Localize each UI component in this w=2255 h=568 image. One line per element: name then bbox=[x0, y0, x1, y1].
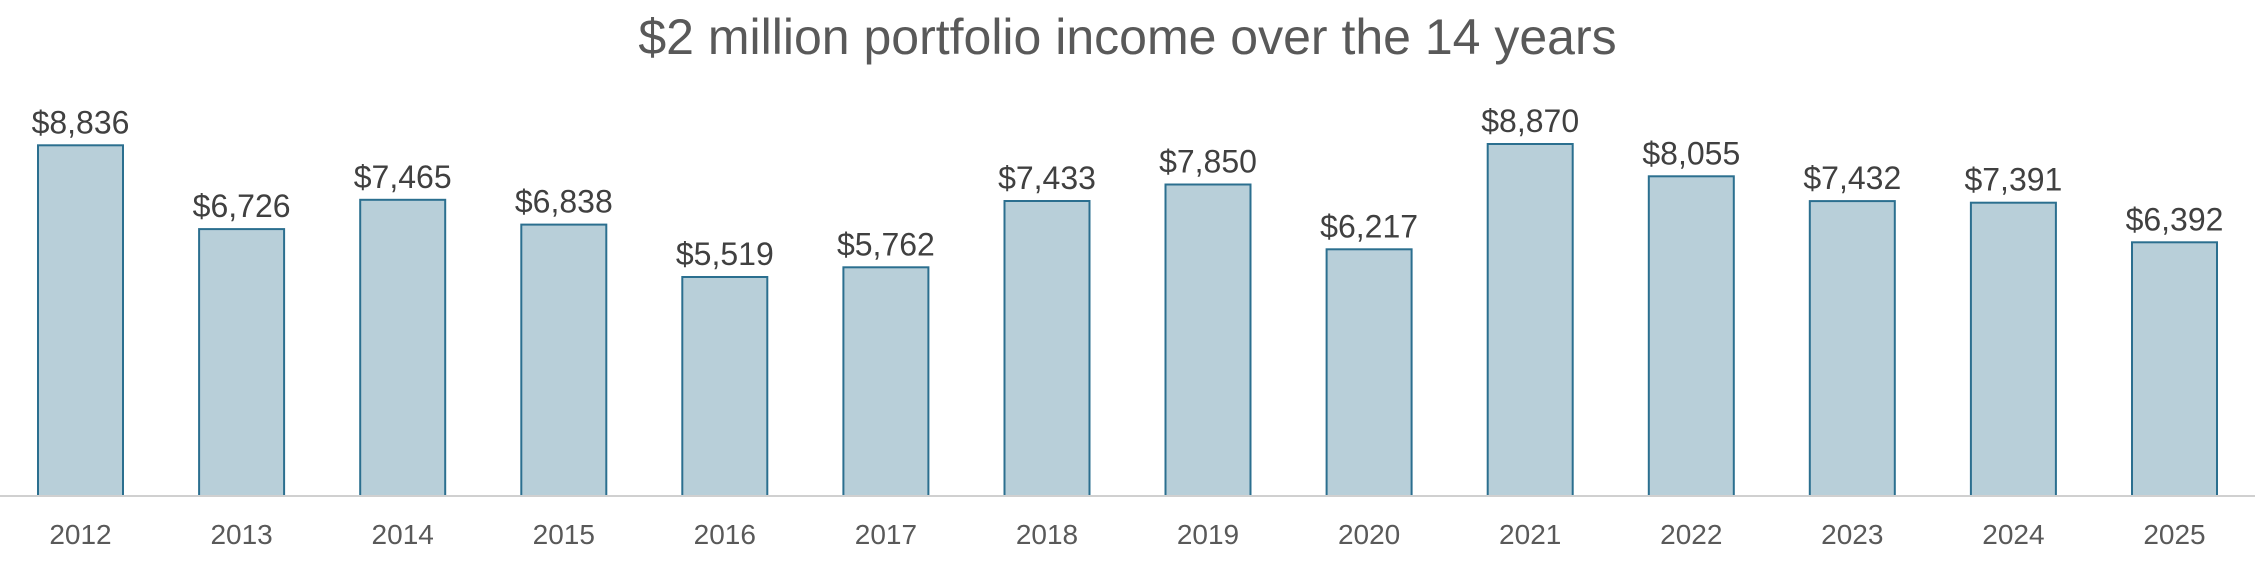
x-tick-label-2014: 2014 bbox=[372, 519, 434, 550]
x-tick-label-2012: 2012 bbox=[49, 519, 111, 550]
data-label-2015: $6,838 bbox=[515, 184, 613, 220]
x-tick-label-2018: 2018 bbox=[1016, 519, 1078, 550]
bar-2015 bbox=[520, 223, 608, 497]
bar-2021 bbox=[1486, 143, 1574, 497]
bar-2012 bbox=[37, 144, 124, 498]
x-tick-labels-layer: 2012 2013 2014 2015 2016 2017 2018 2019 2020 2021… bbox=[49, 519, 2205, 550]
data-label-2025: $6,392 bbox=[2126, 201, 2224, 237]
x-tick-label-2020: 2020 bbox=[1338, 519, 1400, 550]
bar-2014 bbox=[359, 198, 447, 498]
bar-2023 bbox=[1808, 200, 1896, 497]
bar-2024 bbox=[1969, 201, 2057, 497]
bar-2025 bbox=[2131, 241, 2218, 497]
x-tick-label-2021: 2021 bbox=[1499, 519, 1561, 550]
x-tick-label-2016: 2016 bbox=[694, 519, 756, 550]
data-label-2019: $7,850 bbox=[1159, 144, 1257, 180]
bar-2020 bbox=[1325, 248, 1413, 497]
bar-2018 bbox=[1003, 200, 1091, 497]
x-tick-label-2013: 2013 bbox=[210, 519, 272, 550]
x-tick-label-2024: 2024 bbox=[1982, 519, 2044, 550]
x-tick-label-2023: 2023 bbox=[1821, 519, 1883, 550]
bar-2019 bbox=[1164, 183, 1252, 497]
data-label-2012: $8,836 bbox=[32, 104, 130, 140]
x-tick-label-2022: 2022 bbox=[1660, 519, 1722, 550]
bars-layer bbox=[37, 143, 2218, 498]
bar-2013 bbox=[198, 228, 286, 497]
data-label-2020: $6,217 bbox=[1320, 208, 1418, 244]
x-tick-label-2019: 2019 bbox=[1177, 519, 1239, 550]
x-tick-label-2025: 2025 bbox=[2143, 519, 2205, 550]
data-label-2021: $8,870 bbox=[1481, 103, 1579, 139]
data-label-2018: $7,433 bbox=[998, 160, 1096, 196]
data-label-2016: $5,519 bbox=[676, 236, 774, 272]
bar-2017 bbox=[842, 266, 930, 497]
bar-2022 bbox=[1647, 175, 1735, 498]
chart-title: $2 million portfolio income over the 14 … bbox=[638, 9, 1617, 65]
data-label-2022: $8,055 bbox=[1642, 135, 1740, 171]
data-label-2014: $7,465 bbox=[354, 159, 452, 195]
data-label-2023: $7,432 bbox=[1803, 160, 1901, 196]
data-labels-layer: $8,836 $6,726 $7,465 $6,838 $5,519 $5,762 $7,4… bbox=[32, 103, 2224, 272]
data-label-2024: $7,391 bbox=[1964, 162, 2062, 198]
data-label-2017: $5,762 bbox=[837, 226, 935, 262]
data-label-2013: $6,726 bbox=[193, 188, 291, 224]
x-tick-label-2017: 2017 bbox=[855, 519, 917, 550]
x-tick-label-2015: 2015 bbox=[533, 519, 595, 550]
bar-2016 bbox=[681, 276, 769, 497]
